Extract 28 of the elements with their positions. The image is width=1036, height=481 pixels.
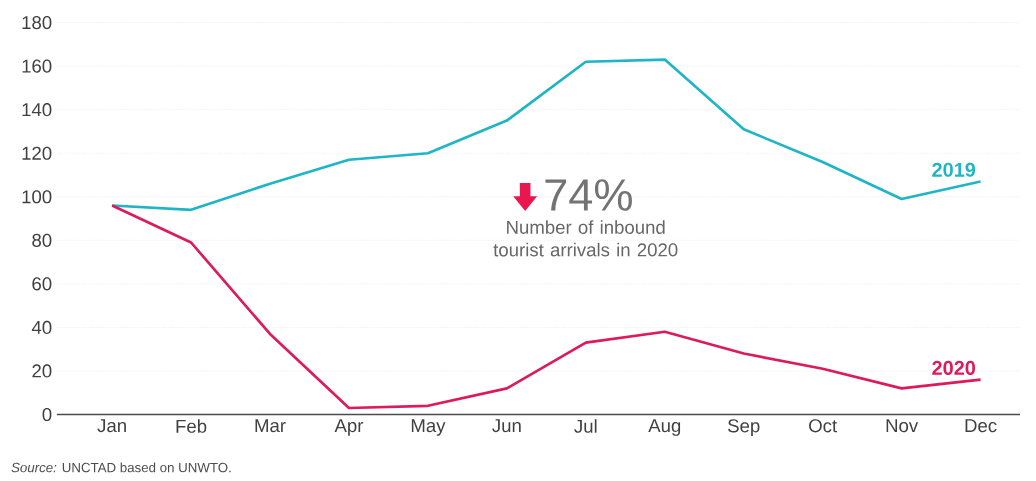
text: Source: UNCTAD based on UNWTO. — [11, 462, 231, 473]
annotation: Number of inbound tourist arrivals in 2020 — [493, 220, 678, 257]
x-tick-label: Mar — [255, 419, 286, 433]
line-series — [110, 58, 982, 212]
x-tick-label: Jun — [492, 419, 521, 433]
y-tick-label: 100 — [22, 190, 52, 204]
x-tick-label: Oct — [809, 419, 838, 433]
y-tick-label: 20 — [32, 364, 52, 378]
x-tick-label: Aug — [648, 419, 681, 436]
x-tick-label: Dec — [965, 419, 997, 433]
y-tick-label: 80 — [32, 233, 52, 247]
x-tick-label: Feb — [176, 419, 207, 433]
x-tick-label: Sep — [728, 419, 760, 437]
x-tick-label: May — [411, 419, 446, 436]
x-tick-label: Nov — [886, 419, 919, 433]
y-tick-label: 0 — [42, 407, 52, 422]
y-tick-label: 180 — [22, 16, 52, 30]
series-label: 2020 — [932, 360, 976, 375]
y-tick-label: 60 — [32, 277, 52, 291]
y-tick-label: 40 — [31, 320, 52, 335]
y-tick-label: 140 — [22, 103, 52, 117]
annotation: 74% — [545, 179, 632, 211]
series-label: 2019 — [932, 162, 976, 177]
y-tick-label: 160 — [22, 59, 52, 73]
x-tick-label: Apr — [334, 419, 364, 436]
y-tick-label: 120 — [22, 146, 52, 160]
x-tick-label: Jan — [97, 419, 126, 433]
x-tick-label: Jul — [574, 419, 597, 433]
